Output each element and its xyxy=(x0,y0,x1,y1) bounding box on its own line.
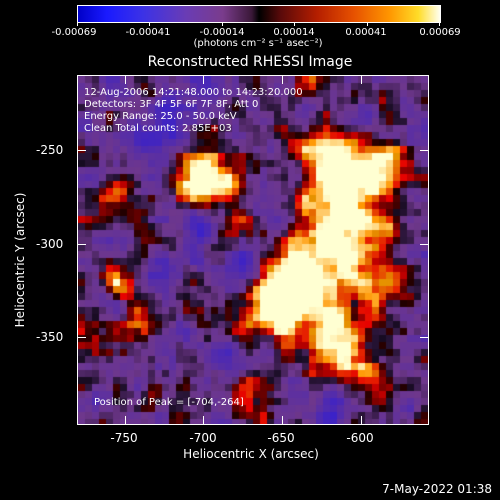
heatmap-image xyxy=(78,76,428,424)
y-tick-label: -250 xyxy=(36,143,64,157)
colorbar-label: -0.00041 xyxy=(125,27,171,38)
colorbar-tick xyxy=(439,22,440,26)
y-tick xyxy=(78,244,86,245)
y-tick xyxy=(78,150,86,151)
colorbar-label: -0.00069 xyxy=(51,27,97,38)
x-tick-label: -750 xyxy=(110,431,138,445)
colorbar-tick xyxy=(294,22,295,26)
image-plot: 12-Aug-2006 14:21:48.000 to 14:23:20.000… xyxy=(77,75,429,425)
colorbar-units: (photons cm⁻² s⁻¹ asec⁻²) xyxy=(193,38,323,49)
y-tick xyxy=(78,337,86,338)
colorbar-tick xyxy=(77,22,78,26)
y-tick-label: -350 xyxy=(36,330,64,344)
x-tick-label: -650 xyxy=(267,431,295,445)
colorbar-tick xyxy=(367,22,368,26)
x-tick xyxy=(282,76,283,84)
x-axis-label: Heliocentric X (arcsec) xyxy=(183,447,319,461)
x-tick xyxy=(125,416,126,424)
y-tick xyxy=(420,337,428,338)
timestamp: 7-May-2022 01:38 xyxy=(382,482,492,496)
y-tick xyxy=(420,244,428,245)
x-tick-label: -700 xyxy=(189,431,217,445)
info-time: 12-Aug-2006 14:21:48.000 to 14:23:20.000 xyxy=(84,87,303,98)
x-tick-label: -600 xyxy=(346,431,374,445)
x-tick xyxy=(361,416,362,424)
colorbar-label: -0.00014 xyxy=(199,27,245,38)
colorbar xyxy=(77,5,441,23)
plot-title: Reconstructed RHESSI Image xyxy=(147,54,353,70)
x-tick xyxy=(282,416,283,424)
colorbar-label: 0.00014 xyxy=(273,27,315,38)
info-detectors: Detectors: 3F 4F 5F 6F 7F 8F, Att 0 xyxy=(84,99,259,110)
y-tick-label: -300 xyxy=(36,237,64,251)
colorbar-tick xyxy=(222,22,223,26)
y-axis-label: Heliocentric Y (arcsec) xyxy=(13,192,27,328)
x-tick xyxy=(125,76,126,84)
info-energy: Energy Range: 25.0 - 50.0 keV xyxy=(84,111,237,122)
colorbar-label: 0.00069 xyxy=(419,27,461,38)
x-tick xyxy=(361,76,362,84)
info-clean: Clean Total counts: 2.85E+03 xyxy=(84,123,232,134)
colorbar-tick xyxy=(149,22,150,26)
y-tick xyxy=(420,150,428,151)
info-peak: Position of Peak = [-704,-264] xyxy=(94,397,244,408)
colorbar-label: 0.00041 xyxy=(345,27,387,38)
x-tick xyxy=(203,76,204,84)
x-tick xyxy=(203,416,204,424)
